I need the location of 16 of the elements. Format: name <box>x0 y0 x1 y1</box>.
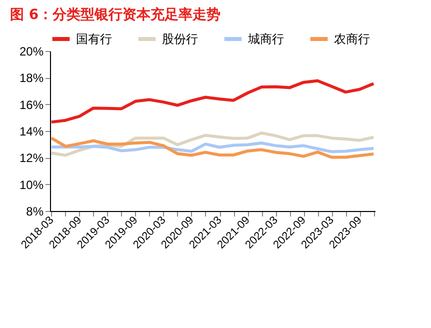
y-tick-label: 12% <box>19 151 44 166</box>
legend-label: 农商行 <box>334 32 370 46</box>
y-tick-label: 14% <box>19 124 44 138</box>
legend-label: 国有行 <box>76 32 112 46</box>
line-series <box>50 79 376 124</box>
legend-label: 城商行 <box>247 32 284 46</box>
y-tick-label: 18% <box>19 71 44 86</box>
line-series <box>50 136 376 159</box>
chart-title: 图 6：分类型银行资本充足率走势 <box>10 6 221 23</box>
y-tick-label: 16% <box>19 98 44 112</box>
legend-label: 股份行 <box>162 32 198 46</box>
y-tick-label: 10% <box>19 178 44 192</box>
line-series <box>50 132 376 157</box>
y-tick-label: 8% <box>26 204 44 218</box>
line-series <box>50 142 376 154</box>
y-tick-label: 20% <box>19 44 44 58</box>
